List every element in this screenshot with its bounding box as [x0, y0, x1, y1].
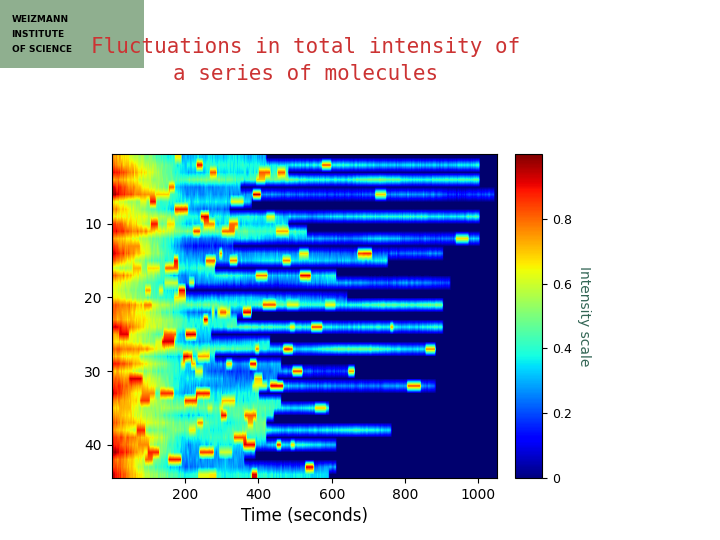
Text: OF SCIENCE: OF SCIENCE	[12, 45, 71, 53]
Text: INSTITUTE: INSTITUTE	[12, 30, 65, 39]
Text: Fluctuations in total intensity of: Fluctuations in total intensity of	[91, 37, 521, 57]
X-axis label: Time (seconds): Time (seconds)	[240, 507, 368, 525]
Text: WEIZMANN: WEIZMANN	[12, 15, 68, 24]
Y-axis label: Intensity scale: Intensity scale	[577, 266, 591, 366]
Text: a series of molecules: a series of molecules	[174, 64, 438, 84]
